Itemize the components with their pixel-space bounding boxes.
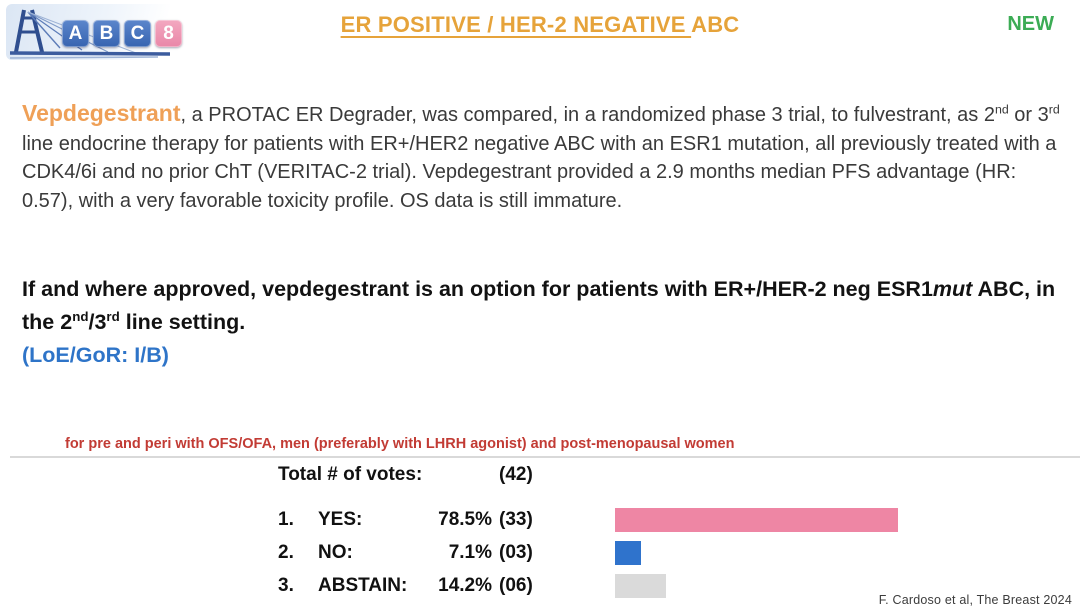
vote-bar — [615, 508, 898, 532]
statement-seg2: ABC, in the 2 — [22, 277, 1056, 334]
votes-total-value: (42) — [499, 464, 533, 485]
vote-label: ABSTAIN: — [318, 575, 408, 596]
vote-count: (03) — [499, 542, 533, 563]
loe-gor: (LoE/GoR: I/B) — [22, 343, 169, 367]
votes-total-label: Total # of votes: — [278, 464, 423, 485]
logo-tiles: A B C 8 — [62, 20, 182, 47]
vote-count: (33) — [499, 509, 533, 530]
vote-percent: 14.2% — [438, 575, 492, 596]
vote-row: 2. NO: 7.1% (03) — [278, 541, 1068, 565]
bridge-icon — [9, 9, 171, 59]
vote-label: NO: — [318, 542, 353, 563]
vote-rank: 1. — [278, 509, 294, 530]
vote-count: (06) — [499, 575, 533, 596]
vote-bar — [615, 541, 641, 565]
vote-row: 3. ABSTAIN: 14.2% (06) — [278, 574, 1068, 598]
logo-tile-8: 8 — [155, 20, 182, 47]
summary-seg1: , a PROTAC ER Degrader, was compared, in… — [180, 104, 995, 126]
vote-rank: 2. — [278, 542, 294, 563]
votes-table: Total # of votes: (42) 1. YES: 78.5% (33) 2.… — [278, 464, 1068, 598]
vote-label: YES: — [318, 509, 363, 530]
vote-bar-track — [592, 574, 1068, 598]
drug-name: Vepdegestrant — [22, 100, 181, 126]
slide-title-rest: ABC — [691, 12, 740, 37]
statement-sup1: nd — [72, 308, 89, 324]
recommendation-statement: If and where approved, vepdegestrant is … — [22, 273, 1068, 372]
logo-tile-b: B — [93, 20, 120, 47]
vote-percent: 7.1% — [448, 542, 492, 563]
summary-seg3: line endocrine therapy for patients with… — [22, 132, 1057, 212]
logo-tile-c: C — [124, 20, 151, 47]
statement-seg1: If and where approved, vepdegestrant is … — [22, 277, 933, 301]
slide-title-underlined: ER POSITIVE / HER-2 NEGATIVE — [340, 12, 692, 37]
vote-row: 1. YES: 78.5% (33) — [278, 508, 1068, 532]
divider-line — [10, 456, 1080, 458]
vote-bar-track — [592, 508, 1068, 532]
summary-seg2: or 3 — [1008, 104, 1049, 126]
vote-bar-track — [592, 541, 1068, 565]
statement-seg4: line setting. — [119, 310, 246, 334]
citation: F. Cardoso et al, The Breast 2024 — [878, 593, 1072, 607]
population-note: for pre and peri with OFS/OFA, men (pref… — [65, 436, 735, 452]
vote-rows: 1. YES: 78.5% (33) 2. NO: 7.1% (03) 3. ABSTAIN: 14… — [278, 508, 1068, 598]
abc8-logo: A B C 8 — [6, 4, 182, 60]
statement-mut: mut — [932, 277, 973, 301]
new-badge: NEW — [1007, 13, 1054, 35]
vote-percent: 78.5% — [438, 509, 492, 530]
vote-rank: 3. — [278, 575, 294, 596]
statement-seg3: /3 — [88, 310, 107, 334]
logo-tile-a: A — [62, 20, 89, 47]
votes-total-row: Total # of votes: (42) — [278, 464, 1068, 486]
vote-bar — [615, 574, 667, 598]
summary-sup1: nd — [994, 102, 1009, 117]
slide-title: ER POSITIVE / HER-2 NEGATIVE ABC — [0, 12, 1080, 38]
summary-paragraph: Vepdegestrant, a PROTAC ER Degrader, was… — [22, 99, 1068, 215]
statement-sup2: rd — [106, 308, 120, 324]
summary-sup2: rd — [1048, 102, 1060, 117]
